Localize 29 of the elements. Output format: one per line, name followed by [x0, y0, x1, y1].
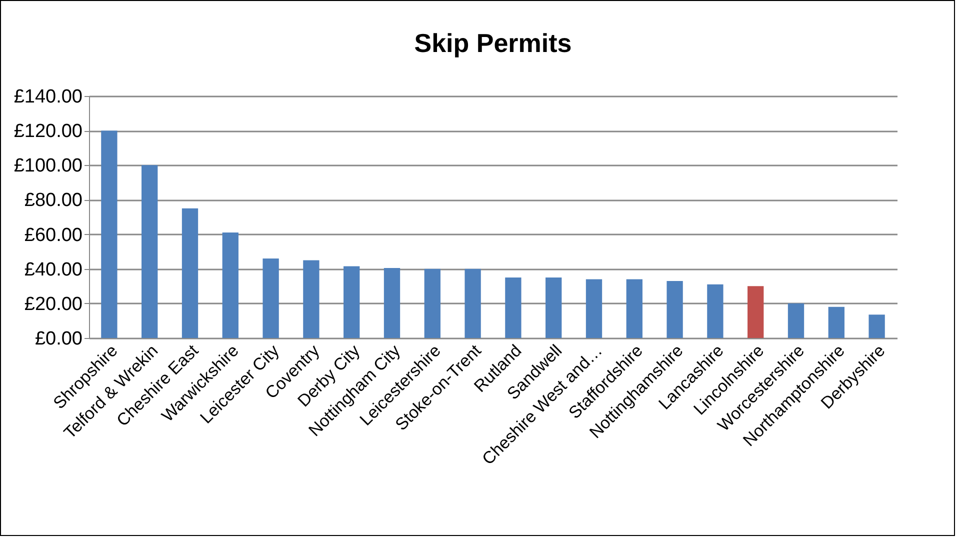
- bar: [626, 279, 642, 338]
- chart-title: Skip Permits: [414, 28, 572, 58]
- bar: [586, 279, 602, 338]
- bar: [344, 266, 360, 338]
- y-tick-label: £20.00: [24, 294, 82, 315]
- bar: [868, 314, 885, 338]
- y-tick-label: £60.00: [24, 224, 82, 246]
- bar: [182, 208, 198, 338]
- bar: [303, 260, 320, 338]
- bar: [384, 268, 400, 338]
- y-tick-label: £100.00: [14, 156, 82, 177]
- bar: [505, 278, 522, 338]
- bar: [546, 278, 562, 338]
- bar: [222, 232, 238, 338]
- bar: [262, 258, 279, 338]
- bar: [707, 284, 724, 338]
- bar: [828, 306, 844, 338]
- y-tick-label: £120.00: [14, 121, 82, 142]
- bar: [748, 286, 764, 338]
- bar: [666, 280, 683, 338]
- bar: [142, 165, 158, 338]
- bar: [424, 268, 440, 338]
- bar: [464, 268, 481, 338]
- bar: [788, 303, 804, 338]
- y-tick-label: £0.00: [34, 328, 82, 350]
- y-tick-label: £40.00: [24, 259, 82, 280]
- y-tick-label: £80.00: [24, 190, 82, 212]
- bar: [101, 130, 118, 338]
- y-tick-label: £140.00: [14, 86, 82, 108]
